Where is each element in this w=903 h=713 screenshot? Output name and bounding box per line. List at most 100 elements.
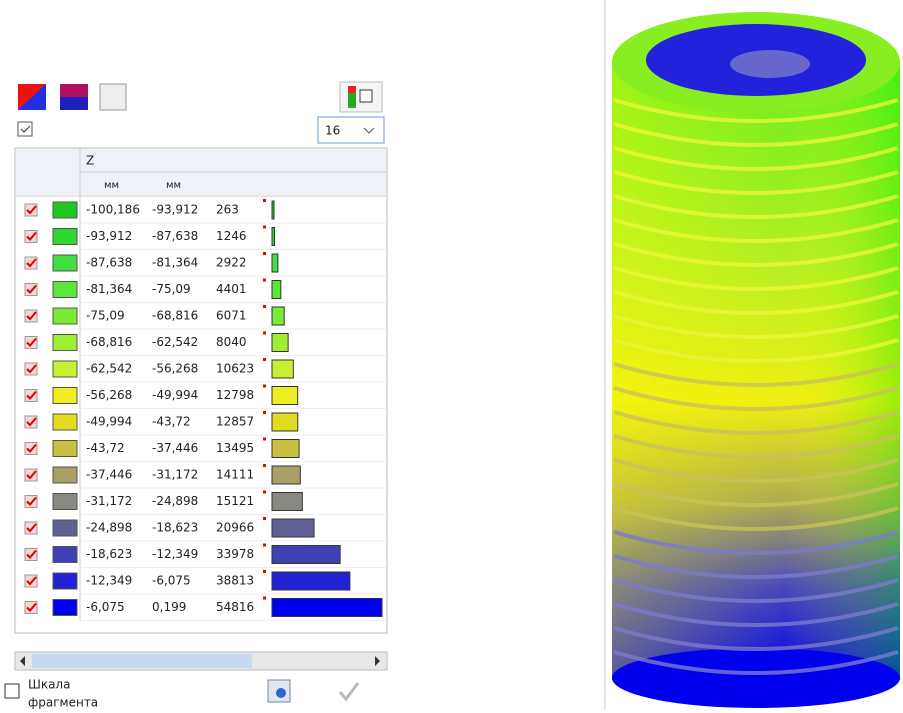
marker [263, 544, 266, 547]
count-bar [272, 281, 281, 299]
range-from: -75,09 [86, 309, 125, 323]
count-bar [272, 413, 298, 431]
model-view [605, 0, 900, 709]
marker [263, 226, 266, 229]
count-bar [272, 254, 278, 272]
range-to: -49,994 [152, 388, 198, 402]
range-to: -56,268 [152, 362, 198, 376]
range-to: -24,898 [152, 494, 198, 508]
scrollbar[interactable] [15, 652, 387, 670]
count-bar [272, 201, 274, 219]
range-from: -37,446 [86, 468, 132, 482]
range-from: -93,912 [86, 229, 132, 243]
toolbar: 16 [18, 82, 384, 143]
count-bar [272, 519, 314, 537]
range-from: -12,349 [86, 574, 132, 588]
column-header: Z [86, 154, 94, 168]
range-from: -56,268 [86, 388, 132, 402]
count: 8040 [216, 335, 247, 349]
checkbox[interactable] [18, 122, 32, 136]
range-to: 0,199 [152, 600, 186, 614]
screen: 16 Z мм мм -100,186-93,912263-93,912-87,… [0, 0, 903, 709]
range-from: -43,72 [86, 441, 125, 455]
range-from: -87,638 [86, 256, 132, 270]
marker [263, 279, 266, 282]
apply-button[interactable] [340, 683, 358, 699]
count-bar [272, 493, 302, 511]
count: 6071 [216, 309, 247, 323]
count: 263 [216, 203, 239, 217]
marker [263, 517, 266, 520]
marker [263, 411, 266, 414]
range-to: -93,912 [152, 203, 198, 217]
color-swatch [53, 202, 77, 218]
range-to: -68,816 [152, 309, 198, 323]
table-button[interactable] [100, 84, 126, 110]
count: 33978 [216, 547, 254, 561]
color-swatch [53, 361, 77, 377]
color-swatch [53, 520, 77, 536]
marker [263, 358, 266, 361]
marker [263, 332, 266, 335]
count: 1246 [216, 229, 247, 243]
scale-label: фрагмента [28, 696, 98, 710]
unit: мм [166, 180, 181, 191]
marker [263, 438, 266, 441]
color-swatch [53, 335, 77, 351]
range-to: -75,09 [152, 282, 191, 296]
count-bar [272, 440, 299, 458]
range-to: -31,172 [152, 468, 198, 482]
range-to: -18,623 [152, 521, 198, 535]
page: {"toolbar": {"dropdown": "16"}, "table":… [0, 0, 903, 709]
color-swatch [53, 255, 77, 271]
marker [263, 464, 266, 467]
count: 20966 [216, 521, 254, 535]
count: 12798 [216, 388, 254, 402]
marker [263, 570, 266, 573]
range-from: -31,172 [86, 494, 132, 508]
range-to: -87,638 [152, 229, 198, 243]
color-swatch [53, 414, 77, 430]
count: 15121 [216, 494, 254, 508]
count-bar [272, 599, 382, 617]
count-bar [272, 387, 298, 405]
count-bar [272, 228, 275, 246]
dropdown-value: 16 [325, 124, 340, 138]
range-from: -62,542 [86, 362, 132, 376]
scale-checkbox[interactable] [5, 684, 19, 698]
range-to: -62,542 [152, 335, 198, 349]
count-bar [272, 546, 340, 564]
count: 13495 [216, 441, 254, 455]
count: 14111 [216, 468, 254, 482]
color-swatch [53, 441, 77, 457]
marker [263, 305, 266, 308]
color-swatch [53, 388, 77, 404]
range-from: -68,816 [86, 335, 132, 349]
unit: мм [104, 180, 119, 191]
color-swatch [53, 467, 77, 483]
range-to: -43,72 [152, 415, 191, 429]
range-from: -49,994 [86, 415, 132, 429]
marker [263, 385, 266, 388]
count: 4401 [216, 282, 247, 296]
range-to: -12,349 [152, 547, 198, 561]
count: 38813 [216, 574, 254, 588]
range-to: -6,075 [152, 574, 191, 588]
color-swatch [53, 494, 77, 510]
count-bar [272, 466, 300, 484]
range-from: -18,623 [86, 547, 132, 561]
color-swatch [53, 282, 77, 298]
range-to: -37,446 [152, 441, 198, 455]
range-from: -6,075 [86, 600, 125, 614]
count: 2922 [216, 256, 247, 270]
count-bar [272, 334, 288, 352]
color-swatch [53, 229, 77, 245]
marker [263, 491, 266, 494]
count-bar [272, 572, 350, 590]
color-swatch [53, 600, 77, 616]
range-to: -81,364 [152, 256, 198, 270]
scale-label: Шкала [28, 678, 70, 692]
color-swatch [53, 308, 77, 324]
color-swatch [53, 573, 77, 589]
range-from: -81,364 [86, 282, 132, 296]
